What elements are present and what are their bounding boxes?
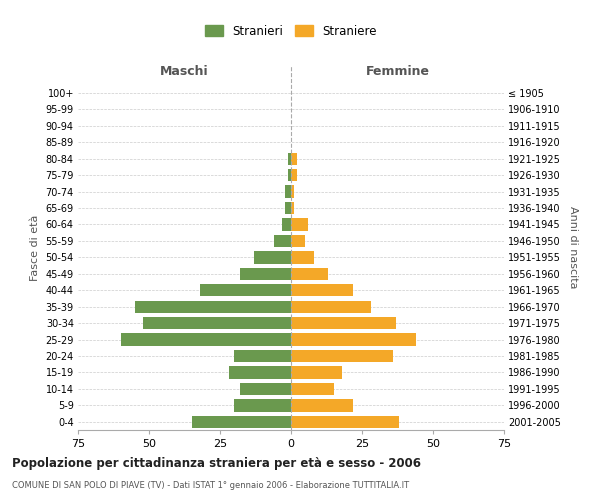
Bar [286, 202, 291, 214]
Bar [274, 235, 291, 247]
Bar [291, 268, 328, 280]
Bar [291, 350, 393, 362]
Bar [121, 334, 291, 345]
Bar [143, 317, 291, 330]
Bar [291, 300, 371, 313]
Bar [234, 399, 291, 411]
Bar [234, 350, 291, 362]
Bar [291, 284, 353, 296]
Bar [291, 317, 396, 330]
Bar [291, 152, 296, 165]
Text: Maschi: Maschi [160, 65, 209, 78]
Bar [288, 169, 291, 181]
Bar [283, 218, 291, 230]
Bar [288, 152, 291, 165]
Bar [240, 382, 291, 395]
Bar [291, 202, 294, 214]
Bar [254, 251, 291, 264]
Bar [291, 235, 305, 247]
Y-axis label: Anni di nascita: Anni di nascita [568, 206, 578, 289]
Bar [135, 300, 291, 313]
Text: Femmine: Femmine [365, 65, 430, 78]
Bar [191, 416, 291, 428]
Bar [291, 366, 342, 378]
Bar [291, 251, 314, 264]
Text: Popolazione per cittadinanza straniera per età e sesso - 2006: Popolazione per cittadinanza straniera p… [12, 458, 421, 470]
Bar [291, 382, 334, 395]
Bar [286, 186, 291, 198]
Bar [291, 186, 294, 198]
Bar [240, 268, 291, 280]
Y-axis label: Fasce di età: Fasce di età [30, 214, 40, 280]
Bar [229, 366, 291, 378]
Bar [291, 334, 416, 345]
Text: COMUNE DI SAN POLO DI PIAVE (TV) - Dati ISTAT 1° gennaio 2006 - Elaborazione TUT: COMUNE DI SAN POLO DI PIAVE (TV) - Dati … [12, 481, 409, 490]
Bar [291, 169, 296, 181]
Bar [291, 399, 353, 411]
Legend: Stranieri, Straniere: Stranieri, Straniere [200, 20, 382, 42]
Bar [200, 284, 291, 296]
Bar [291, 416, 399, 428]
Bar [291, 218, 308, 230]
